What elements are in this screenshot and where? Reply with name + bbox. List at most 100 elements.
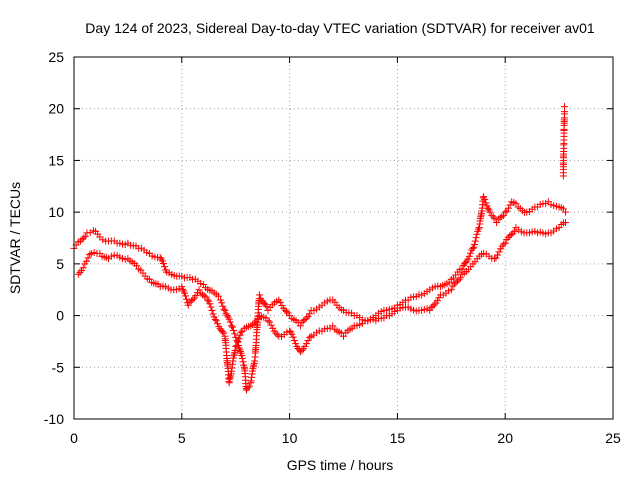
data-point	[473, 230, 481, 238]
data-point	[301, 316, 309, 324]
data-point	[86, 229, 94, 237]
data-point	[482, 199, 490, 207]
data-point	[220, 329, 228, 337]
data-point	[426, 306, 434, 314]
data-point	[469, 244, 477, 252]
data-point	[500, 240, 508, 248]
data-point	[304, 336, 312, 344]
data-point	[220, 305, 228, 313]
data-point	[236, 346, 244, 354]
x-axis-label: GPS time / hours	[287, 457, 394, 473]
data-point	[498, 213, 506, 221]
data-point	[455, 276, 463, 284]
chart-title: Day 124 of 2023, Sidereal Day-to-day VTE…	[85, 20, 595, 36]
data-point	[236, 347, 244, 355]
data-point	[237, 328, 245, 336]
data-point	[504, 204, 512, 212]
data-point	[182, 295, 190, 303]
data-point	[82, 257, 90, 265]
data-point	[267, 321, 275, 329]
data-point	[486, 208, 494, 216]
data-point	[227, 322, 235, 330]
data-point	[507, 231, 515, 239]
x-tick-label: 25	[605, 430, 621, 446]
x-tick-label: 20	[497, 430, 513, 446]
data-point	[232, 333, 240, 341]
x-tick-label: 0	[70, 430, 78, 446]
data-point	[481, 195, 489, 203]
y-tick-label: 25	[48, 49, 64, 65]
data-point	[493, 218, 501, 226]
data-point	[490, 255, 498, 263]
y-tick-label: 5	[56, 256, 64, 272]
data-point	[230, 326, 238, 334]
data-point	[272, 329, 280, 337]
data-point	[238, 351, 246, 359]
data-point	[562, 208, 570, 216]
data-point	[189, 296, 197, 304]
data-point	[74, 270, 82, 278]
data-point	[232, 343, 240, 351]
data-point	[489, 213, 497, 221]
y-tick-label: 0	[56, 308, 64, 324]
data-marks	[70, 103, 570, 394]
data-point	[181, 292, 189, 300]
data-point	[219, 302, 227, 310]
x-tick-label: 15	[390, 430, 406, 446]
y-axis-label: SDTVAR / TECUs	[7, 182, 23, 294]
data-point	[211, 315, 219, 323]
data-point	[306, 310, 314, 318]
data-point	[429, 302, 437, 310]
data-point	[81, 232, 89, 240]
data-point	[488, 211, 496, 219]
data-point	[263, 303, 271, 311]
data-point	[255, 291, 263, 299]
data-point	[470, 240, 478, 248]
data-point	[233, 341, 241, 349]
data-point	[303, 340, 311, 348]
data-point	[465, 252, 473, 260]
data-point	[288, 330, 296, 338]
data-point	[244, 384, 252, 392]
data-point	[218, 299, 226, 307]
data-point	[200, 292, 208, 300]
data-point	[273, 331, 281, 339]
data-point	[231, 330, 239, 338]
grid-lines	[74, 57, 613, 419]
data-point	[495, 248, 503, 256]
data-point	[218, 328, 226, 336]
data-point	[161, 263, 169, 271]
x-tick-label: 5	[178, 430, 186, 446]
data-point	[99, 236, 107, 244]
data-point	[301, 343, 309, 351]
data-point	[184, 301, 192, 309]
data-point	[214, 292, 222, 300]
data-point	[466, 249, 474, 257]
data-point	[447, 286, 455, 294]
data-point	[484, 204, 492, 212]
data-point	[499, 211, 507, 219]
data-point	[430, 301, 438, 309]
data-point	[212, 317, 220, 325]
data-point	[283, 308, 291, 316]
data-point	[249, 321, 257, 329]
data-point	[239, 358, 247, 366]
data-point	[235, 335, 243, 343]
y-tick-label: 15	[48, 152, 64, 168]
data-point	[245, 382, 253, 390]
data-point	[80, 234, 88, 242]
data-point	[223, 311, 231, 319]
data-point	[264, 317, 272, 325]
data-point	[492, 254, 500, 262]
data-point	[296, 348, 304, 356]
data-point	[107, 252, 115, 260]
data-point	[510, 227, 518, 235]
y-tick-label: -10	[44, 411, 64, 427]
data-point	[202, 293, 210, 301]
data-point	[192, 292, 200, 300]
data-point	[501, 208, 509, 216]
data-point	[501, 239, 509, 247]
data-point	[238, 354, 246, 362]
data-point	[204, 296, 212, 304]
